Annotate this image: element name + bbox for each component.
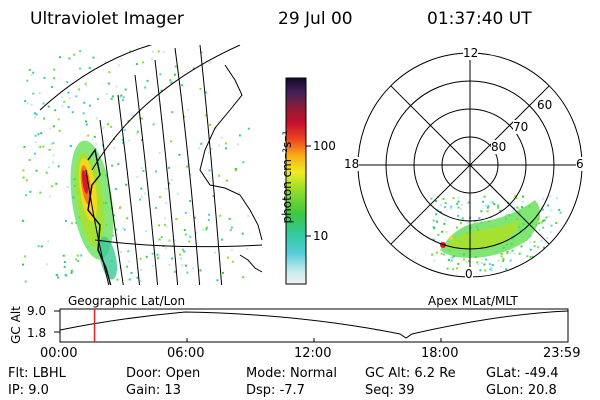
polar-plot bbox=[357, 52, 583, 278]
orbit-xtick-2: 12:00 bbox=[294, 346, 332, 361]
geographic-panel-label: Geographic Lat/Lon bbox=[68, 294, 186, 308]
mlt-label-18: 18 bbox=[344, 157, 360, 171]
info-ip: IP: 9.0 bbox=[8, 383, 49, 398]
colorbar bbox=[285, 77, 307, 285]
orbit-xtick-4: 23:59 bbox=[543, 346, 581, 361]
colorbar-tick-100: 100 bbox=[313, 139, 336, 153]
lat-label-80: 80 bbox=[491, 140, 507, 154]
info-gc-alt: GC Alt: 6.2 Re bbox=[365, 366, 456, 381]
date-label: 29 Jul 00 bbox=[278, 9, 353, 29]
geo-graticule bbox=[39, 45, 263, 285]
mlt-label-6: 6 bbox=[576, 157, 584, 171]
mlt-label-0: 0 bbox=[465, 267, 473, 281]
orbit-xtick-1: 06:00 bbox=[167, 346, 205, 361]
info-dsp: Dsp: -7.7 bbox=[246, 383, 305, 398]
time-label: 01:37:40 UT bbox=[427, 9, 532, 29]
orbit-ylabel: GC Alt bbox=[9, 306, 23, 344]
colorbar-tick-10: 10 bbox=[313, 229, 329, 243]
polar-panel-label: Apex MLat/MLT bbox=[428, 294, 518, 308]
orbit-xtick-0: 00:00 bbox=[40, 346, 78, 361]
orbit-plot bbox=[54, 308, 569, 343]
info-glat: GLat: -49.4 bbox=[486, 366, 559, 381]
info-flt: Flt: LBHL bbox=[8, 366, 66, 381]
lat-label-60: 60 bbox=[537, 98, 553, 112]
lat-label-70: 70 bbox=[513, 120, 529, 134]
info-glon: GLon: 20.8 bbox=[486, 383, 557, 398]
geographic-map bbox=[22, 45, 263, 285]
mlt-label-12: 12 bbox=[463, 46, 479, 60]
orbit-altitude-curve bbox=[59, 310, 569, 339]
info-door: Door: Open bbox=[126, 366, 201, 381]
info-mode: Mode: Normal bbox=[246, 366, 337, 381]
info-seq: Seq: 39 bbox=[365, 383, 415, 398]
orbit-ytick-9: 9.0 bbox=[27, 304, 47, 318]
instrument-title: Ultraviolet Imager bbox=[30, 9, 184, 29]
colorbar-unit-label: photon cm⁻²s⁻¹ bbox=[280, 130, 294, 224]
orbit-xtick-3: 18:00 bbox=[421, 346, 459, 361]
info-gain: Gain: 13 bbox=[126, 383, 181, 398]
orbit-ytick-1-8: 1.8 bbox=[27, 326, 47, 340]
